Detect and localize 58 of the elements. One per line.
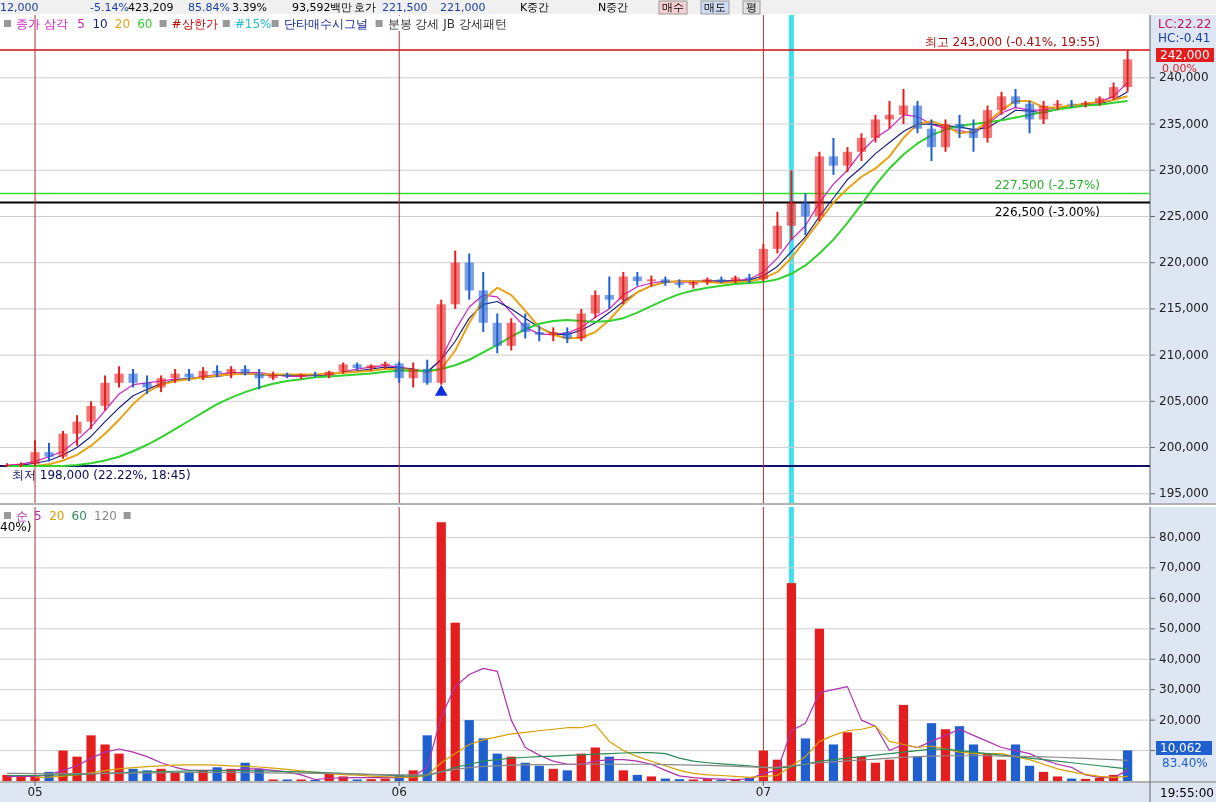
y-tick-label: 40,000	[1159, 651, 1201, 666]
text: 20	[49, 509, 65, 523]
text: 423,209	[128, 1, 174, 14]
y-tick-label: 220,000	[1159, 255, 1209, 270]
text: 10	[92, 17, 108, 31]
annotation: 단타매수시그널	[283, 17, 368, 31]
y-tick-label: 20,000	[1159, 712, 1201, 727]
text: N중간	[598, 1, 629, 14]
text: 평	[746, 1, 757, 14]
y-tick-label: 60,000	[1159, 590, 1201, 605]
text: 93,592백만	[292, 1, 353, 14]
y-tick-label: 225,000	[1159, 208, 1209, 223]
text: 매도	[704, 1, 726, 14]
text: 3.39%	[232, 1, 267, 14]
legend-title: 종가 삼각	[16, 17, 68, 31]
text: 10,062	[1160, 741, 1202, 755]
text: 221,500	[382, 1, 428, 14]
text: 242,000	[1160, 48, 1210, 62]
x-tick-label: 05	[27, 785, 43, 799]
text: 60	[71, 509, 87, 523]
y-tick-label: 205,000	[1159, 393, 1209, 408]
y-tick-label: 80,000	[1159, 529, 1201, 544]
text: 60	[137, 17, 153, 31]
annotation: #15%	[234, 17, 272, 31]
y-tick-label: 30,000	[1159, 682, 1201, 697]
text: 120	[94, 509, 117, 523]
annotation: #상한가	[171, 17, 218, 31]
text: 20	[114, 17, 131, 31]
text: 5	[77, 17, 85, 31]
text: 5	[34, 509, 42, 523]
text: 12,000	[0, 1, 39, 14]
y-tick-label: 235,000	[1159, 116, 1209, 131]
text: 19:55:00	[1160, 786, 1214, 800]
x-tick-label: 07	[755, 785, 772, 799]
text: K중간	[520, 1, 550, 14]
text: 221,000	[440, 1, 486, 14]
y-tick-label: 230,000	[1159, 162, 1209, 177]
legend-title: 순	[16, 509, 28, 523]
text: LC:22.22	[1158, 17, 1212, 31]
ref-line-label: 227,500 (-2.57%)	[994, 178, 1100, 193]
ref-line-label: 최저 198,000 (22.22%, 18:45)	[12, 468, 191, 483]
text: 호가	[354, 1, 376, 14]
text: 매수	[662, 1, 684, 14]
y-tick-label: 210,000	[1159, 347, 1209, 362]
y-tick-label: 215,000	[1159, 301, 1209, 316]
text: 83.40%	[1162, 756, 1208, 770]
y-tick-label: 70,000	[1159, 560, 1201, 575]
text: -5.14%	[90, 1, 129, 14]
y-tick-label: 195,000	[1159, 486, 1209, 501]
x-tick-label: 06	[391, 785, 407, 799]
y-tick-label: 50,000	[1159, 621, 1201, 636]
text: HC:-0.41	[1158, 31, 1211, 45]
y-tick-label: 200,000	[1159, 440, 1209, 455]
text: 85.84%	[188, 1, 230, 14]
ref-line-label: 226,500 (-3.00%)	[994, 204, 1100, 219]
annotation: 40%)	[0, 520, 32, 534]
annotation: 분봉 강세 JB 강세패턴	[387, 17, 507, 31]
ref-line-label: 최고 243,000 (-0.41%, 19:55)	[924, 35, 1100, 50]
